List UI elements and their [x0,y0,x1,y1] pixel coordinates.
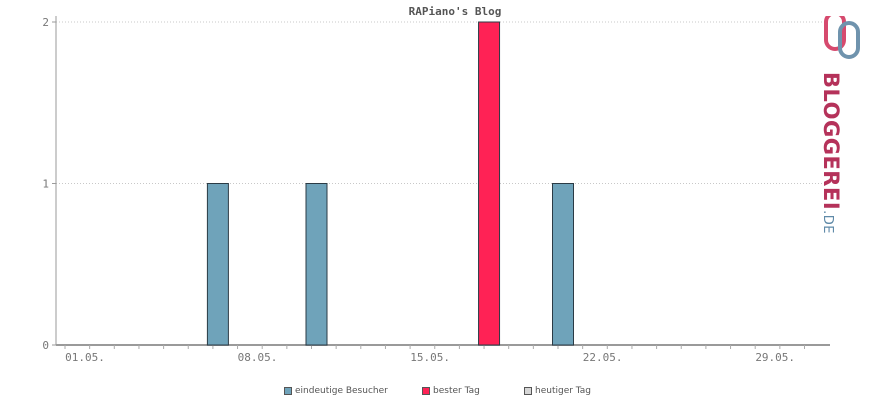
bar [305,183,328,346]
bar [206,183,229,346]
legend-item-today: heutiger Tag [524,386,591,396]
y-tick-label: 1 [42,178,49,191]
logo-main-text: BLOGGEREI [819,72,843,211]
x-tick-label: 01.05. [65,351,105,364]
bar [552,183,574,346]
legend-label-today: heutiger Tag [535,386,592,396]
y-tick-label: 0 [42,339,49,352]
x-tick-label: 15.05. [410,351,450,364]
chart-title: RAPiano's Blog [408,5,502,18]
y-tick-label: 2 [42,16,49,29]
x-tick-label: 29.05. [755,351,795,364]
legend-swatch-visitors [284,387,292,395]
logo-tld-text: .DE [820,210,835,234]
bloggerei-logo-icon[interactable] [812,16,870,216]
legend-swatch-today [524,387,532,395]
legend-label-visitors: eindeutige Besucher [295,386,388,396]
legend-swatch-best-day [422,387,430,395]
legend-label-best-day: bester Tag [433,386,480,396]
bloggerei-logo-text[interactable]: BLOGGEREI.DE [819,72,843,234]
legend-item-best-day: bester Tag [422,386,480,396]
bar [478,21,501,346]
x-tick-label: 22.05. [583,351,623,364]
legend-item-visitors: eindeutige Besucher [284,386,388,396]
x-tick-label: 08.05. [238,351,278,364]
